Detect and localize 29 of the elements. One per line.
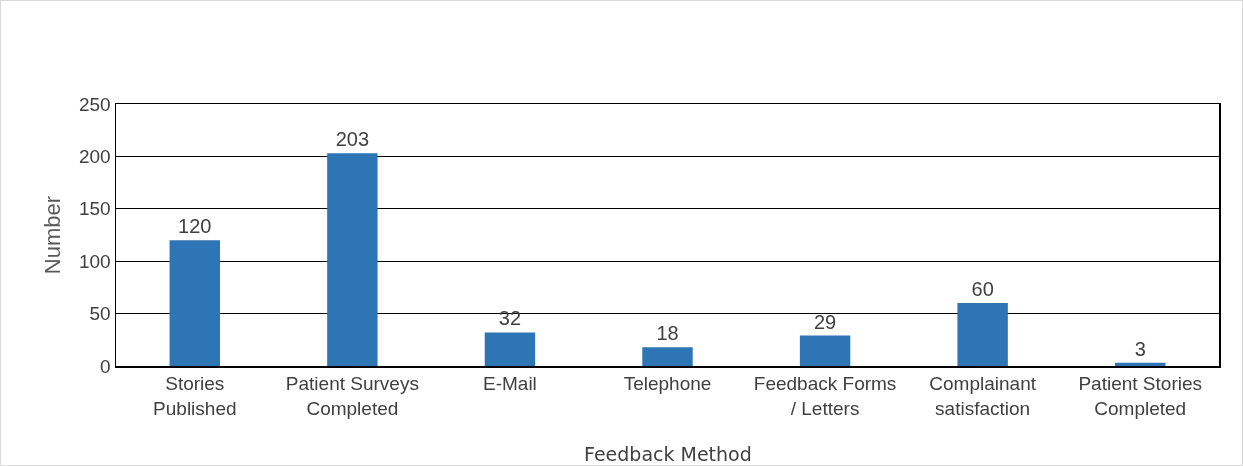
data-label: 60 xyxy=(971,278,994,301)
y-tick-label: 150 xyxy=(79,198,111,220)
x-tick-label: E-Mail xyxy=(483,373,537,395)
bar xyxy=(799,335,851,366)
data-label: 3 xyxy=(1134,337,1146,360)
y-tick-label: 250 xyxy=(79,93,111,115)
x-tick-label: Patient Stories Completed xyxy=(1078,373,1202,419)
data-label: 18 xyxy=(656,322,679,345)
bar xyxy=(1115,362,1166,366)
x-axis-title: Feedback Method xyxy=(584,443,752,465)
x-tick-label: Telephone xyxy=(623,373,712,395)
y-tick-label: 200 xyxy=(79,146,111,168)
y-tick-label: 100 xyxy=(79,250,111,272)
bar xyxy=(169,240,220,366)
bar xyxy=(484,332,536,366)
data-label: 29 xyxy=(813,310,837,333)
x-tick-label: Patient Surveys Completed xyxy=(285,373,419,419)
y-tick-label: 0 xyxy=(100,355,111,377)
bar xyxy=(642,347,693,366)
x-tick-label: Stories Published xyxy=(153,373,237,419)
bar xyxy=(327,153,378,366)
y-axis-title: Number xyxy=(40,195,66,275)
data-label: 203 xyxy=(335,128,370,151)
bar xyxy=(957,303,1008,366)
data-label: 32 xyxy=(498,307,522,330)
y-tick-label: 50 xyxy=(89,303,111,325)
x-tick-label: Feedback Forms / Letters xyxy=(753,373,897,419)
x-tick-label: Complainant satisfaction xyxy=(929,373,1037,419)
data-label: 120 xyxy=(178,215,212,238)
